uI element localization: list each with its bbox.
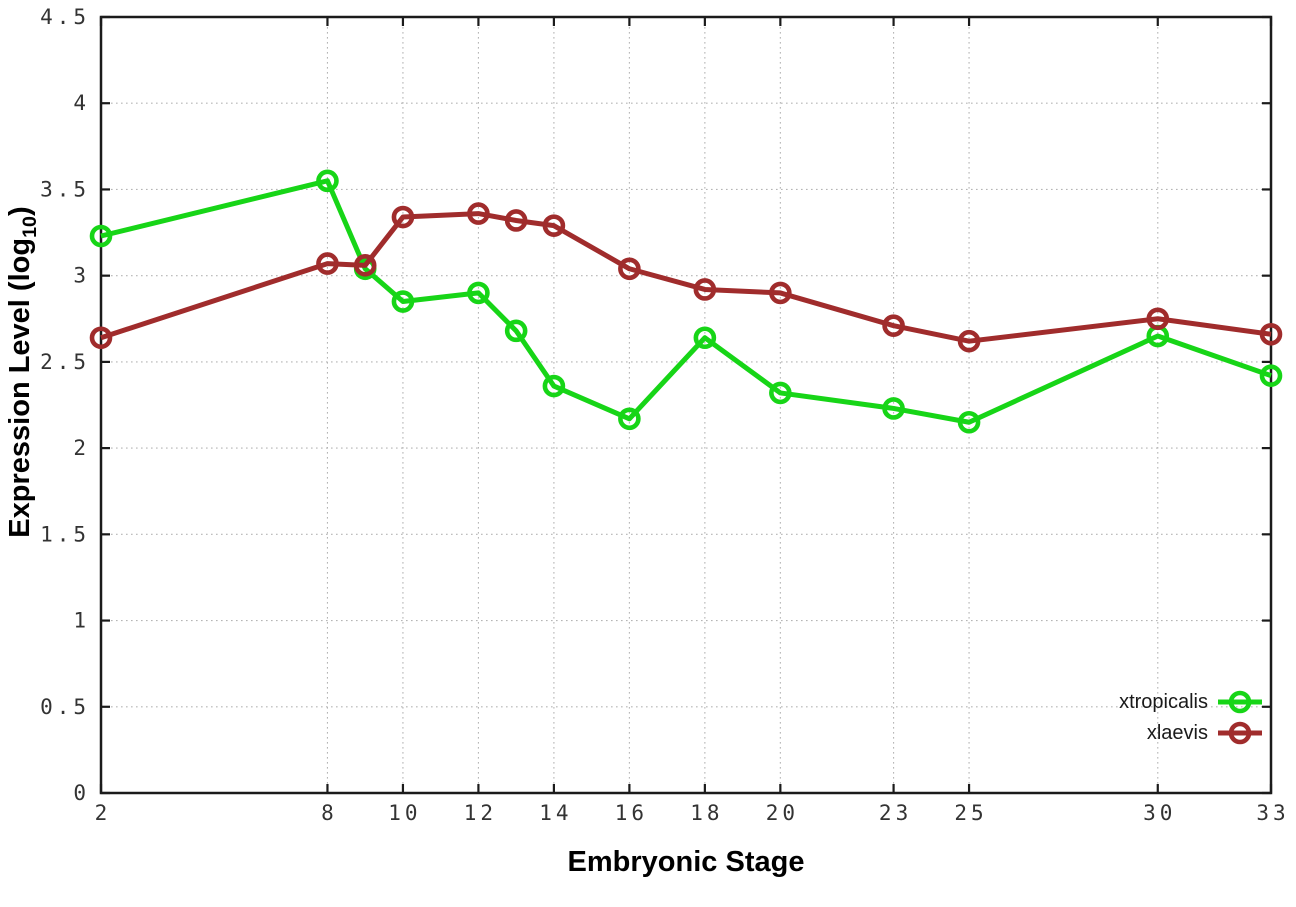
- y-tick-label: 4: [73, 91, 90, 115]
- y-tick-label: 3.5: [40, 177, 90, 201]
- data-point-marker: [391, 290, 415, 313]
- x-tick-label: 25: [954, 801, 987, 825]
- x-tick-label: 12: [464, 801, 497, 825]
- data-point-marker: [693, 278, 717, 301]
- y-axis-title-text: Expression Level (log: [4, 237, 36, 538]
- y-axis-title-close: ): [4, 206, 36, 216]
- y-tick-label: 3: [73, 264, 90, 288]
- data-point-marker: [957, 410, 981, 434]
- series-xlaevis: [89, 202, 1283, 353]
- data-point-marker: [1259, 364, 1283, 387]
- data-point-marker: [89, 224, 113, 248]
- series-xtropicalis: [89, 169, 1283, 434]
- y-tick-label: 2.5: [40, 350, 90, 374]
- plot-border: [99, 15, 1273, 795]
- data-point-marker: [618, 407, 641, 431]
- gridlines: [100, 16, 1272, 794]
- x-tick-label: 30: [1143, 801, 1176, 825]
- y-tick-label: 0: [73, 781, 90, 805]
- data-point-marker: [542, 214, 566, 237]
- data-point-marker: [1146, 307, 1170, 331]
- data-point-marker: [467, 202, 490, 225]
- x-tick-label: 20: [766, 801, 799, 825]
- data-point-marker: [882, 314, 905, 337]
- data-point-marker: [316, 169, 339, 193]
- data-point-marker: [693, 326, 717, 350]
- y-axis-title-subscript: 10: [18, 216, 41, 238]
- series-line: [100, 211, 1272, 344]
- data-point-marker: [618, 257, 641, 281]
- legend: xtropicalis xlaevis: [1119, 687, 1263, 747]
- x-tick-label: 14: [539, 801, 572, 825]
- data-point-marker: [769, 381, 792, 405]
- x-tick-label: 10: [388, 801, 421, 825]
- data-point-marker: [542, 374, 566, 398]
- series-line: [100, 178, 1272, 425]
- data-point-marker: [957, 329, 981, 353]
- data-point-marker: [504, 209, 528, 232]
- x-tick-label: 2: [95, 801, 112, 825]
- data-point-marker: [391, 205, 415, 229]
- data-point-marker: [882, 397, 905, 420]
- legend-line-circle-icon: [1218, 690, 1262, 713]
- x-tick-label: 18: [690, 801, 723, 825]
- x-axis-title: Embryonic Stage: [567, 846, 805, 878]
- y-axis-title: Expression Level (log10): [4, 0, 44, 752]
- y-tick-label: 0.5: [40, 695, 90, 719]
- legend-item-xtropicalis: xtropicalis: [1119, 687, 1263, 716]
- legend-item-xlaevis: xlaevis: [1147, 718, 1263, 747]
- data-point-marker: [467, 281, 490, 305]
- legend-line-circle-icon: [1218, 721, 1262, 744]
- axis-ticks: [99, 15, 1273, 795]
- data-point-marker: [1259, 322, 1283, 346]
- y-tick-label: 1.5: [40, 522, 90, 546]
- y-tick-label: 1: [73, 609, 90, 633]
- data-point-marker: [353, 254, 377, 277]
- x-tick-label: 8: [321, 801, 338, 825]
- data-point-marker: [504, 319, 528, 343]
- data-point-marker: [316, 252, 339, 275]
- y-tick-label: 4.5: [40, 5, 90, 29]
- y-tick-label: 2: [73, 436, 90, 460]
- legend-label-xtropicalis: xtropicalis: [1119, 690, 1208, 713]
- x-tick-label: 16: [615, 801, 648, 825]
- x-tick-label: 33: [1256, 801, 1289, 825]
- x-tick-label: 23: [879, 801, 912, 825]
- legend-label-xlaevis: xlaevis: [1146, 721, 1208, 744]
- data-point-marker: [89, 326, 113, 350]
- tick-labels: 2 8 10 12 14 16 18 20 23 25 30 33 0 0.5 1 1.5 2 2.5 3 3.5 4 4…: [40, 5, 1289, 825]
- data-point-marker: [769, 281, 792, 305]
